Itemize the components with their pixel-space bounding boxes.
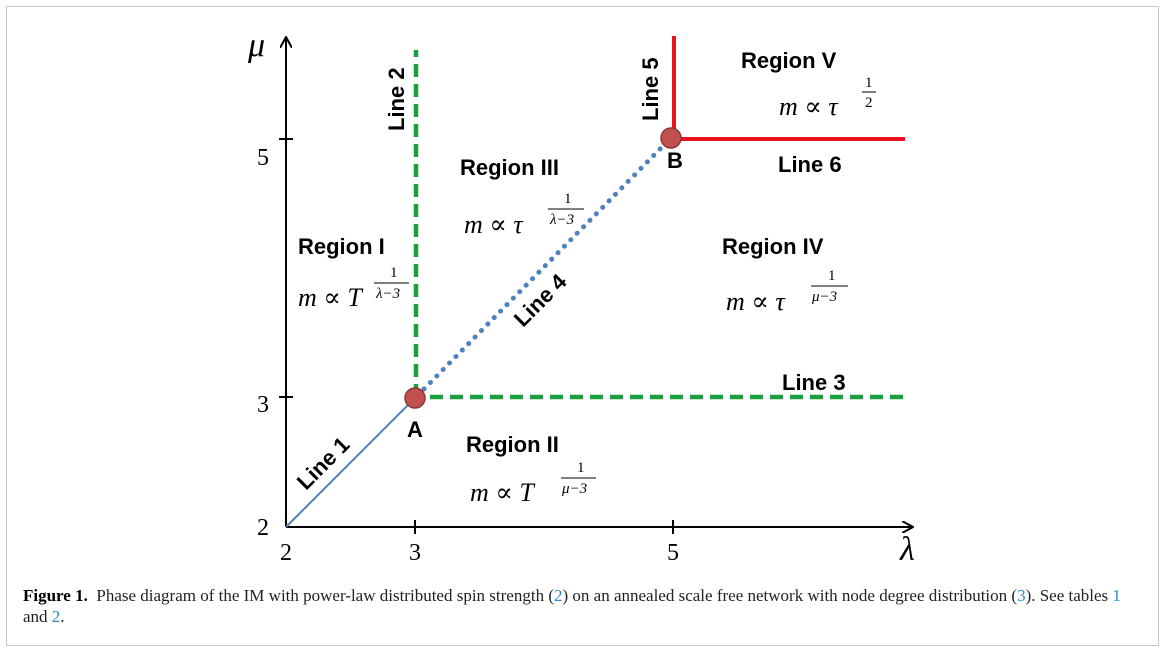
line-6-label: Line 6 [778, 152, 842, 177]
phase-diagram: 2 3 5 2 3 5 λ μ A B Line 1 Line 2 Line 3… [247, 27, 915, 568]
figure-frame [6, 6, 1159, 646]
region-1-exp-den: λ−3 [375, 286, 400, 302]
line-2-label: Line 2 [384, 67, 409, 131]
line-1-label: Line 1 [292, 432, 355, 495]
figure-caption: Figure 1. Phase diagram of the IM with p… [23, 585, 1143, 627]
region-5-exp-num: 1 [865, 75, 873, 91]
region-1-exp-num: 1 [390, 265, 398, 281]
point-a-label: A [407, 417, 423, 442]
region-4-formula-base: m ∝ τ [726, 287, 786, 316]
region-4-exp-num: 1 [828, 268, 836, 284]
caption-ref-table2[interactable]: 2 [51, 607, 61, 626]
region-1-formula: m ∝ T 1 λ−3 [298, 265, 409, 312]
line-1 [285, 397, 416, 528]
caption-text-5: . [60, 607, 65, 626]
y-axis-symbol: μ [247, 27, 265, 64]
y-tick-label-2: 2 [257, 515, 269, 541]
point-a [404, 387, 426, 409]
caption-text-1: Phase diagram of the IM with power-law d… [96, 586, 554, 605]
region-2-formula-base: m ∝ T [470, 478, 535, 507]
caption-text-2: ) on an annealed scale free network with… [562, 586, 1018, 605]
region-5-formula-base: m ∝ τ [779, 92, 839, 121]
x-tick-label-5: 5 [667, 540, 679, 566]
region-4-name: Region IV [722, 234, 824, 259]
region-3-exp-num: 1 [564, 191, 572, 207]
line-4-label: Line 4 [509, 268, 572, 331]
region-5-name: Region V [741, 48, 837, 73]
x-axis-symbol: λ [899, 531, 915, 568]
region-2-formula: m ∝ T 1 μ−3 [470, 460, 596, 507]
caption-text-4: and [23, 607, 52, 626]
line-3-label: Line 3 [782, 370, 846, 395]
region-2-exp-den: μ−3 [561, 481, 587, 497]
point-b [660, 127, 682, 149]
region-5-exp-den: 2 [865, 95, 873, 111]
region-4-formula: m ∝ τ 1 μ−3 [726, 268, 848, 316]
caption-text-3: ). See tables [1025, 586, 1113, 605]
x-tick-label-2: 2 [280, 540, 292, 566]
y-tick-label-5: 5 [257, 145, 269, 171]
caption-ref-eq2[interactable]: 2 [553, 586, 563, 605]
region-3-formula-base: m ∝ τ [464, 210, 524, 239]
point-b-label: B [667, 148, 683, 173]
caption-ref-eq3[interactable]: 3 [1017, 586, 1026, 605]
region-2-name: Region II [466, 432, 559, 457]
region-5-formula: m ∝ τ 1 2 [779, 75, 876, 121]
caption-ref-table1[interactable]: 1 [1112, 586, 1121, 605]
line-5-label: Line 5 [638, 57, 663, 121]
region-1-name: Region I [298, 234, 385, 259]
region-3-formula: m ∝ τ 1 λ−3 [464, 191, 584, 239]
region-2-exp-num: 1 [577, 460, 585, 476]
y-tick-label-3: 3 [257, 392, 269, 418]
region-3-exp-den: λ−3 [549, 212, 574, 228]
caption-label: Figure 1. [23, 586, 88, 605]
line-4 [421, 143, 666, 392]
region-3-name: Region III [460, 155, 559, 180]
region-4-exp-den: μ−3 [811, 289, 837, 305]
x-tick-label-3: 3 [409, 540, 421, 566]
region-1-formula-base: m ∝ T [298, 283, 363, 312]
